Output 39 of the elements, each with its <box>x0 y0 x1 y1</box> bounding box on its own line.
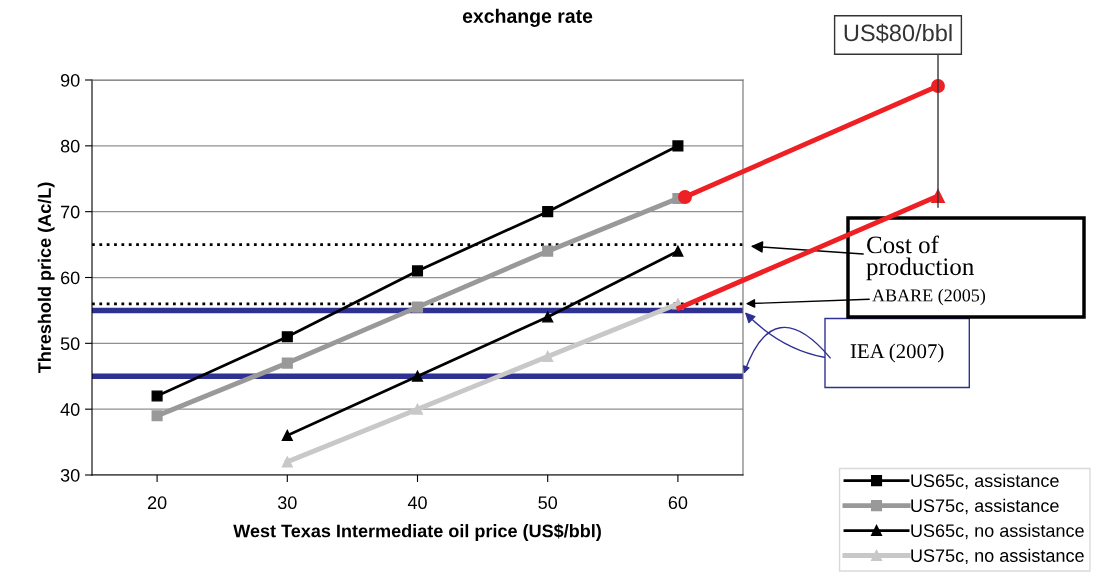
y-tick-label: 90 <box>60 73 80 87</box>
point <box>542 206 554 218</box>
x-axis-title: West Texas Intermediate oil price (US$/bbl) <box>233 523 601 541</box>
point <box>411 403 424 415</box>
point <box>542 311 554 323</box>
point <box>672 140 684 152</box>
point <box>411 301 424 313</box>
point <box>411 370 424 382</box>
y-tick-label: 80 <box>60 139 80 153</box>
legend-label: US75c, assistance <box>911 498 1059 515</box>
point <box>542 350 554 363</box>
point <box>281 331 293 343</box>
point <box>151 410 163 422</box>
chart-title: exchange rate <box>462 8 593 27</box>
annotation: IEA (2007) <box>850 343 944 363</box>
x-tick-label: 20 <box>147 496 167 510</box>
point <box>672 245 684 257</box>
text: US$80/bbl <box>844 23 952 43</box>
legend-label: US65c, no assistance <box>911 523 1084 540</box>
y-tick-label: 60 <box>61 271 80 285</box>
point <box>281 429 293 442</box>
y-tick-label: 30 <box>60 468 80 482</box>
point <box>151 390 163 402</box>
text: Cost of production <box>866 235 974 281</box>
x-tick-label: 30 <box>277 496 297 510</box>
point <box>542 245 554 257</box>
legend-label: US75c, no assistance <box>911 548 1084 565</box>
x-tick-label: 60 <box>668 496 688 510</box>
x-tick-label: 40 <box>407 496 427 510</box>
point <box>281 456 293 468</box>
annotation: ABARE (2005) <box>872 288 986 306</box>
y-tick-label: 40 <box>60 403 80 416</box>
y-tick-label: 70 <box>61 205 80 219</box>
x-tick-label: 50 <box>538 496 558 510</box>
point <box>281 357 293 369</box>
y-tick-label: 50 <box>60 337 80 351</box>
point <box>411 265 424 277</box>
legend-label: US65c, assistance <box>911 473 1059 490</box>
y-axis-title: Threshold price (Ac/L) <box>37 182 55 374</box>
